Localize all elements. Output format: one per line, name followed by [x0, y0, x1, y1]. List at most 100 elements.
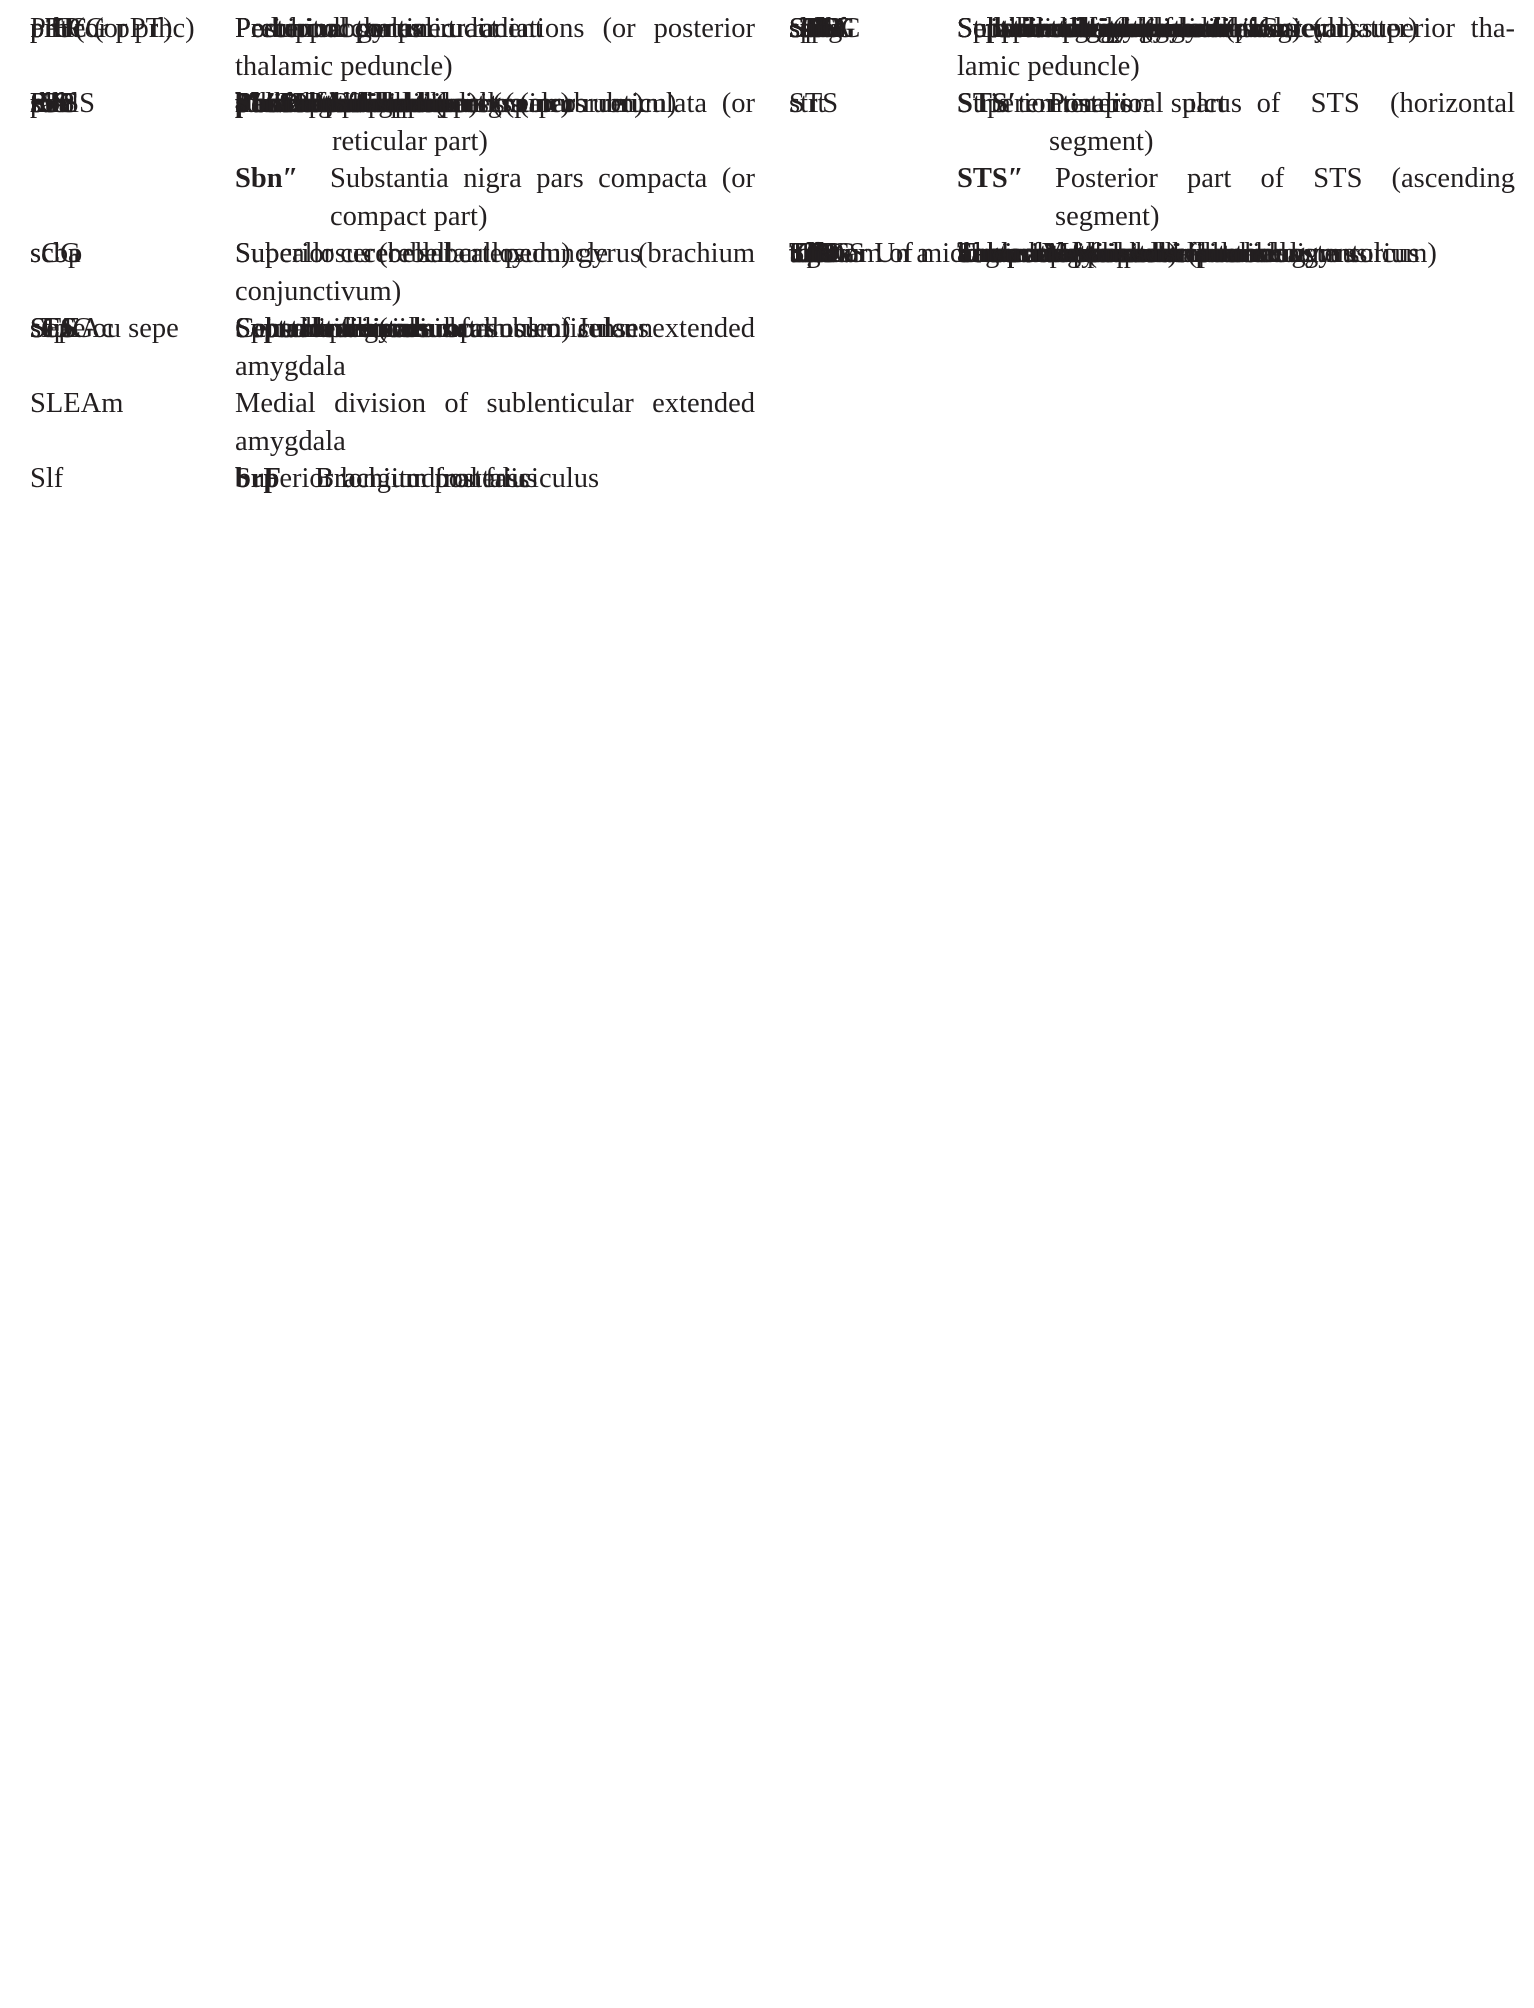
entry-abbreviation: sCG [30, 238, 81, 269]
entry-abbreviation: tcb [789, 238, 824, 269]
sub-entry-definition: Parvocellular part (neo rubrum) [282, 88, 644, 119]
entry-abbreviation: pPt (or pPT) [30, 13, 173, 44]
entry-abbreviation: slG [789, 13, 829, 44]
entry-abbreviation: prhC (or prhc) [30, 13, 195, 44]
entry-abbreviation: Tste [789, 238, 837, 269]
entry-abbreviation: strt [789, 88, 826, 119]
sub-entry-definition: Brachium posterius [315, 463, 538, 494]
entry-abbreviation: stm [789, 13, 831, 44]
sub-entry-key: brp [235, 463, 280, 494]
sub-entry-definition: Stratum lemnisci [279, 88, 473, 119]
sub-entry-key: STS′ [957, 88, 1016, 119]
entry-abbreviation: Spl [789, 13, 828, 44]
glossary-column-right: bri Brachium inferius slG Semilunaris gyrus… [789, 10, 1515, 269]
entry-definition: Pulvinar [235, 88, 332, 119]
entry-definition: Sus orbital sulcus [957, 238, 1159, 269]
entry-abbreviation: sL [30, 313, 59, 344]
entry-abbreviation: puP [30, 88, 75, 119]
entry-definition: Subcallosus (or subcallosum) sulcus [235, 313, 650, 344]
entry-abbreviation: R [30, 88, 50, 119]
entry-abbreviation: sss [789, 13, 823, 44]
glossary-entry: STR Superior thalamic radiations (or supe… [789, 10, 1515, 85]
glossary-entry: SLEAm Medial division of sublenticular ex… [30, 385, 755, 460]
sub-entry-definition: Medial part [313, 88, 446, 119]
entry-abbreviation: splCC [789, 13, 861, 44]
entry-abbreviation: tcf [789, 238, 820, 269]
entry-abbreviation: Thstv [789, 238, 854, 269]
entry-abbreviation: sOFf [789, 13, 847, 44]
entry-abbreviation: sn [789, 13, 815, 44]
entry-abbreviation: rV3 [30, 88, 75, 119]
entry-abbreviation: STG [789, 13, 843, 44]
entry-definition: Precentral gyrus [235, 13, 421, 44]
sub-entry-key: 1 [235, 88, 250, 119]
entry-definition: Subcallosus (or subcallosum) gyrus [235, 238, 642, 269]
entry-definition: Substriatal grey (substriatal grey matte… [957, 13, 1418, 44]
entry-abbreviation: Sepe ou sepe [30, 313, 179, 344]
entry-definition: Superior parietal gyrus (prCu) [957, 13, 1302, 44]
entry-definition: Semi-annularis sulcus [235, 88, 486, 119]
sub-entry-key: pu′ [235, 88, 275, 119]
entry-definition: Rostral colliculus [235, 88, 436, 119]
entry-definition: Superior parietal sulcus [957, 13, 1227, 44]
sub-entry-key: r″ [235, 88, 264, 119]
entry-abbreviation: tuf [789, 238, 821, 269]
sub-entry-key: 4 [235, 88, 250, 119]
entry-abbreviation: prHr [30, 13, 84, 44]
entry-abbreviation: Sub [789, 238, 834, 269]
entry-abbreviation: tCC [789, 238, 835, 269]
entry-abbreviation: sCeG [30, 313, 94, 344]
sub-entry-key: pu″ [235, 88, 283, 119]
sub-entry-key: Sbn′ [235, 88, 291, 119]
entry-definition: Superior cerebellar artery [235, 238, 527, 269]
entry-definition: Temporal transverse posterior gyrus [957, 238, 1368, 269]
sub-entry-definition: Stratum opticum [279, 88, 470, 119]
entry-definition: Subpallium [957, 13, 1089, 44]
glossary-entry: Sbn′ Substantia nigra pars reticulata (or… [30, 85, 755, 160]
entry-abbreviation: rCalS [30, 88, 95, 119]
sub-entry-definition: Magnocellular part (paleo rubrum) [280, 88, 677, 119]
entry-abbreviation: tCl [789, 238, 824, 269]
entry-abbreviation: PTS [30, 88, 80, 119]
entry-abbreviation: sstrg [789, 13, 843, 44]
glossary-entry: PTR Posterior thalamic radiations (or pos… [30, 10, 755, 85]
entry-definition: Parieto-temporal sulcus [235, 88, 505, 119]
entry-definition: Tentorium cerebelli (cerebellar tentoriu… [957, 238, 1437, 269]
entry-definition: Transverse cerebral fissure [957, 238, 1263, 269]
glossary-entry: Sbn″ Substantia nigra pars compacta (or c… [30, 160, 755, 235]
entry-abbreviation: TLO [789, 238, 845, 269]
entry-abbreviation: ssplG [789, 13, 854, 44]
entry-definition: Subsplenial gyrus [957, 13, 1161, 44]
entry-definition: Rhinal sulcus [235, 88, 390, 119]
entry-abbreviation: sPS [789, 13, 832, 44]
entry-abbreviation: rCC [30, 88, 78, 119]
entry-abbreviation: pul [30, 88, 67, 119]
entry-definition: Superior occipito-frontal fasciculus [957, 13, 1361, 44]
entry-definition: Septum [235, 313, 323, 344]
sub-entry-definition: Optic recess (or) [288, 88, 478, 119]
sub-entry-definition: Posterior part of STS (horizontal segmen… [1049, 88, 1515, 157]
entry-definition: Splenium of corpus callosum [957, 13, 1291, 44]
sub-entry-definition: Ventral anterior nucleus [1042, 238, 1315, 269]
entry-abbreviation: Slf [30, 463, 64, 494]
entry-abbreviation: prCeG [30, 13, 106, 44]
glossary-entry: scbp Superior cerebellar peduncle (brachi… [30, 235, 755, 310]
entry-abbreviation: sCS [30, 313, 76, 344]
entry-abbreviation: SuOrS [789, 238, 866, 269]
sub-entry-definition: Substantia nigra pars compacta (or compa… [330, 163, 755, 232]
entry-abbreviation: sThn [789, 13, 846, 44]
entry-abbreviation: TtS [789, 238, 831, 269]
entry-abbreviation: RN [30, 88, 70, 119]
sub-entry-key: van [957, 238, 1002, 269]
entry-abbreviation: TtiS [789, 238, 839, 269]
entry-definition: Posterior thalamic radiations (or poster… [235, 13, 755, 82]
entry-abbreviation: Sbn [30, 88, 75, 119]
entry-definition: Thalamo-striate vein [957, 238, 1194, 269]
entry-abbreviation: TtPG [789, 238, 851, 269]
entry-abbreviation: Pu [30, 88, 61, 119]
sub-entry-key: an [957, 238, 988, 269]
entry-definition: Uncus [957, 238, 1030, 269]
entry-definition: Superior sagittal sinus [957, 13, 1211, 44]
entry-abbreviation: Si [30, 313, 54, 344]
entry-definition: Supplementary motor area [957, 13, 1260, 44]
